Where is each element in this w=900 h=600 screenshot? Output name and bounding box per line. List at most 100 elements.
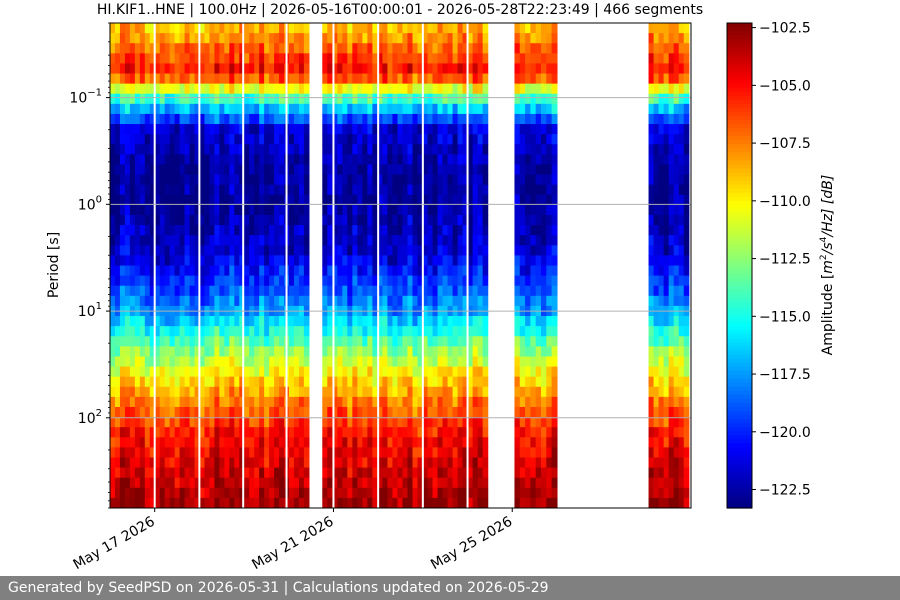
heatmap-cell bbox=[382, 295, 389, 307]
heatmap-cell bbox=[129, 184, 136, 196]
heatmap-cell bbox=[164, 295, 171, 307]
heatmap-cell bbox=[249, 285, 255, 297]
heatmap-cell bbox=[437, 73, 444, 85]
heatmap-cell bbox=[249, 33, 255, 44]
heatmap-cell bbox=[124, 427, 131, 438]
heatmap-cell bbox=[342, 437, 348, 448]
heatmap-cell bbox=[179, 245, 186, 256]
heatmap-cell bbox=[392, 497, 399, 508]
heatmap-cell bbox=[164, 467, 171, 479]
heatmap-cell bbox=[254, 417, 260, 428]
heatmap-cell bbox=[184, 245, 191, 256]
heatmap-cell bbox=[204, 366, 211, 378]
heatmap-cell bbox=[293, 487, 300, 499]
heatmap-cell bbox=[427, 265, 434, 277]
colorbar-strip bbox=[727, 196, 752, 202]
heatmap-cell bbox=[653, 23, 660, 34]
heatmap-cell bbox=[362, 154, 368, 166]
heatmap-cell bbox=[541, 33, 547, 44]
heatmap-cell bbox=[367, 285, 373, 297]
heatmap-cell bbox=[288, 326, 295, 337]
heatmap-column bbox=[362, 23, 368, 508]
heatmap-cell bbox=[462, 265, 469, 277]
colorbar-strip bbox=[727, 180, 752, 186]
heatmap-cell bbox=[199, 245, 206, 256]
heatmap-cell bbox=[432, 73, 439, 85]
heatmap-cell bbox=[154, 497, 161, 508]
heatmap-cell bbox=[194, 437, 201, 448]
heatmap-cell bbox=[342, 326, 348, 337]
heatmap-cell bbox=[427, 245, 434, 256]
heatmap-cell bbox=[139, 295, 146, 307]
heatmap-cell bbox=[422, 275, 429, 287]
heatmap-cell bbox=[189, 285, 196, 297]
heatmap-cell bbox=[139, 204, 146, 216]
heatmap-cell bbox=[683, 497, 690, 508]
heatmap-cell bbox=[134, 184, 141, 196]
heatmap-cell bbox=[472, 73, 479, 85]
heatmap-cell bbox=[678, 417, 685, 428]
heatmap-cell bbox=[437, 225, 444, 236]
heatmap-cell bbox=[412, 497, 419, 508]
heatmap-cell bbox=[663, 214, 670, 226]
heatmap-cell bbox=[514, 144, 521, 155]
heatmap-cell bbox=[149, 497, 156, 508]
heatmap-cell bbox=[457, 73, 464, 85]
heatmap-cell bbox=[144, 346, 151, 358]
heatmap-cell bbox=[169, 285, 176, 297]
heatmap-cell bbox=[269, 487, 275, 499]
heatmap-cell bbox=[259, 366, 265, 378]
heatmap-cell bbox=[194, 427, 201, 438]
heatmap-cell bbox=[110, 336, 116, 347]
heatmap-cell bbox=[159, 427, 166, 438]
heatmap-cell bbox=[342, 124, 348, 135]
heatmap-cell bbox=[658, 63, 665, 75]
heatmap-cell bbox=[551, 497, 558, 508]
heatmap-cell bbox=[174, 113, 181, 125]
heatmap-cell bbox=[668, 103, 675, 115]
heatmap-cell bbox=[382, 164, 389, 176]
heatmap-cell bbox=[530, 93, 537, 105]
heatmap-cell bbox=[342, 316, 348, 327]
colorbar-strip bbox=[727, 55, 752, 60]
heatmap-cell bbox=[244, 326, 250, 337]
heatmap-cell bbox=[382, 235, 389, 246]
heatmap-cell bbox=[214, 497, 220, 508]
heatmap-cell bbox=[525, 477, 531, 489]
heatmap-cell bbox=[541, 285, 547, 297]
heatmap-cell bbox=[342, 396, 348, 408]
heatmap-cell bbox=[541, 83, 547, 95]
heatmap-cell bbox=[427, 214, 434, 226]
heatmap-column bbox=[668, 23, 675, 508]
heatmap-cell bbox=[332, 467, 338, 479]
heatmap-cell bbox=[551, 447, 558, 459]
heatmap-cell bbox=[274, 275, 280, 287]
heatmap-cell bbox=[472, 477, 479, 489]
heatmap-cell bbox=[224, 225, 230, 236]
heatmap-cell bbox=[219, 467, 225, 479]
heatmap-cell bbox=[519, 497, 526, 508]
heatmap-cell bbox=[417, 346, 424, 358]
heatmap-cell bbox=[149, 235, 156, 246]
heatmap-cell bbox=[322, 93, 328, 105]
heatmap-cell bbox=[367, 184, 373, 196]
heatmap-cell bbox=[387, 356, 394, 368]
heatmap-cell bbox=[154, 406, 161, 418]
heatmap-cell bbox=[472, 184, 479, 196]
heatmap-cell bbox=[482, 497, 489, 508]
heatmap-cell bbox=[164, 447, 171, 459]
heatmap-cell bbox=[214, 154, 220, 166]
heatmap-cell bbox=[535, 285, 542, 297]
heatmap-cell bbox=[653, 43, 660, 54]
heatmap-cell bbox=[382, 285, 389, 297]
heatmap-cell bbox=[214, 437, 220, 448]
heatmap-cell bbox=[249, 265, 255, 277]
heatmap-cell bbox=[482, 457, 489, 469]
heatmap-cell bbox=[144, 225, 151, 236]
heatmap-cell bbox=[417, 356, 424, 368]
heatmap-cell bbox=[189, 467, 196, 479]
heatmap-cell bbox=[377, 235, 384, 246]
heatmap-cell bbox=[407, 33, 414, 44]
heatmap-cell bbox=[244, 265, 250, 277]
heatmap-cell bbox=[683, 73, 690, 85]
